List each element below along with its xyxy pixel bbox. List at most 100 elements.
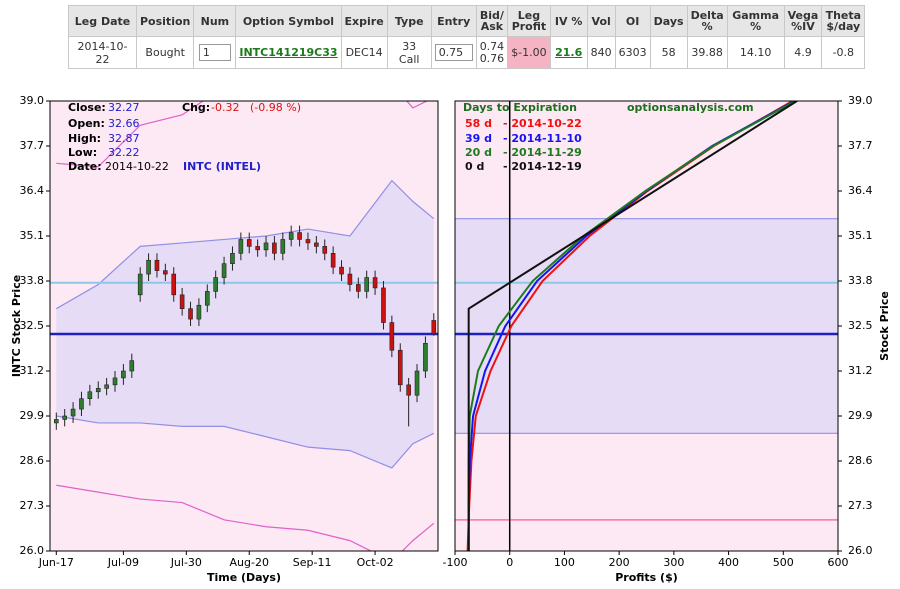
y-tick-label: 35.1 xyxy=(20,229,45,242)
candle-body xyxy=(272,242,277,254)
x-tick-label: Aug-20 xyxy=(230,556,269,569)
header: Leg Date xyxy=(68,5,137,37)
legend-date: - 2014-11-29 xyxy=(503,146,582,159)
candle-body xyxy=(347,273,353,285)
header: Bid/ Ask xyxy=(475,5,509,37)
candle-body xyxy=(213,277,218,292)
candle-body xyxy=(356,284,361,292)
candle-body xyxy=(112,377,118,386)
candle-body xyxy=(146,259,151,275)
candle-body xyxy=(339,266,344,275)
header: IV % xyxy=(549,5,588,37)
x-tick-label: 0 xyxy=(506,556,513,569)
symbol-link[interactable]: INTC141219C33 xyxy=(239,46,338,59)
y-tick-label: 33.8 xyxy=(848,274,873,287)
iv-link[interactable]: 21.6 xyxy=(555,46,583,59)
stat-label: Low: xyxy=(68,146,97,159)
header: Expire xyxy=(340,5,388,37)
y-tick-label: 26.0 xyxy=(20,544,45,557)
legs-table: Leg Date Position Num Option Symbol Expi… xyxy=(68,5,866,69)
header: Type xyxy=(386,5,432,37)
cell: 4.9 xyxy=(783,36,823,69)
header: Vol xyxy=(586,5,616,37)
y-tick-label: 27.3 xyxy=(20,499,45,512)
header: Leg Profit xyxy=(507,5,551,37)
x-tick-label: 600 xyxy=(828,556,849,569)
cell: 33 Call xyxy=(386,36,432,69)
stat-label: Close: xyxy=(68,101,106,114)
candle-body xyxy=(87,391,93,399)
candle-body xyxy=(230,253,235,264)
band-fill xyxy=(455,218,838,434)
stat-value: 32.66 xyxy=(108,117,140,130)
x-tick-label: 100 xyxy=(554,556,575,569)
candle-body xyxy=(129,360,135,372)
legend-name: 0 d xyxy=(465,160,484,173)
band-line xyxy=(56,415,435,469)
num-input[interactable]: 1 xyxy=(198,44,231,61)
candle-body xyxy=(423,343,428,372)
x-tick-label: Jul-30 xyxy=(170,556,202,569)
cell: INTC141219C33 xyxy=(235,36,342,69)
candle-body xyxy=(104,384,109,389)
x-axis-label: Time (Days) xyxy=(207,571,281,584)
x-tick-label: 500 xyxy=(773,556,794,569)
candle-body xyxy=(406,384,411,396)
cell: 0.75 xyxy=(430,36,477,69)
y-tick-label: 27.3 xyxy=(848,499,873,512)
plot-area xyxy=(455,101,838,551)
x-tick-label: Jun-17 xyxy=(38,556,74,569)
candle-body xyxy=(95,388,101,393)
x-tick-label: Sep-11 xyxy=(293,556,332,569)
candle-body xyxy=(288,232,294,240)
y-tick-label: 37.7 xyxy=(848,139,873,152)
y-tick-label: 26.0 xyxy=(848,544,873,557)
cell: 2014-10-22 xyxy=(68,36,137,69)
legend-name: 58 d xyxy=(465,117,492,130)
candle-body xyxy=(137,273,143,296)
y-tick-label: 32.5 xyxy=(20,319,45,332)
x-tick-label: 400 xyxy=(718,556,739,569)
candle-body xyxy=(280,239,286,254)
header: OI xyxy=(614,5,651,37)
header: Theta $/day xyxy=(821,5,866,37)
y-tick-label: 33.8 xyxy=(20,274,45,287)
candle-body xyxy=(121,370,126,379)
header: Gamma % xyxy=(726,5,785,37)
y-axis-label: INTC Stock Price xyxy=(10,275,23,377)
ask: 0.76 xyxy=(479,51,505,65)
candle-body xyxy=(154,259,160,271)
candle-body xyxy=(389,322,395,351)
bid: 0.74 xyxy=(479,39,505,53)
site-name: optionsanalysis.com xyxy=(627,101,754,114)
cell: 58 xyxy=(649,36,688,69)
stat-value: 32.22 xyxy=(108,146,140,159)
cell: $-1.00 xyxy=(507,36,551,69)
header: Num xyxy=(193,5,237,37)
x-tick-label: Jul-09 xyxy=(107,556,139,569)
candle-body xyxy=(397,349,403,386)
candle-body xyxy=(204,291,210,306)
y-tick-label: 28.6 xyxy=(20,454,45,467)
ticker: INTC (INTEL) xyxy=(183,160,261,173)
y-tick-label: 29.9 xyxy=(848,409,873,422)
x-tick-label: 300 xyxy=(663,556,684,569)
cell: -0.8 xyxy=(821,36,866,69)
cell: 39.88 xyxy=(686,36,728,69)
header: Position xyxy=(135,5,195,37)
candle-body xyxy=(163,270,168,275)
candle-body xyxy=(330,253,336,268)
candle-body xyxy=(79,398,84,410)
y-tick-label: 37.7 xyxy=(20,139,45,152)
cell: 21.6 xyxy=(549,36,588,69)
stat-value: 32.87 xyxy=(108,132,140,145)
entry-input[interactable]: 0.75 xyxy=(434,44,473,61)
y-tick-label: 35.1 xyxy=(848,229,873,242)
candle-body xyxy=(53,419,59,424)
candle-body xyxy=(263,242,269,251)
stat-label: Open: xyxy=(68,117,105,130)
y-tick-label: 36.4 xyxy=(20,184,45,197)
change-label: Chg: xyxy=(182,101,210,114)
y-tick-label: 39.0 xyxy=(848,94,873,107)
